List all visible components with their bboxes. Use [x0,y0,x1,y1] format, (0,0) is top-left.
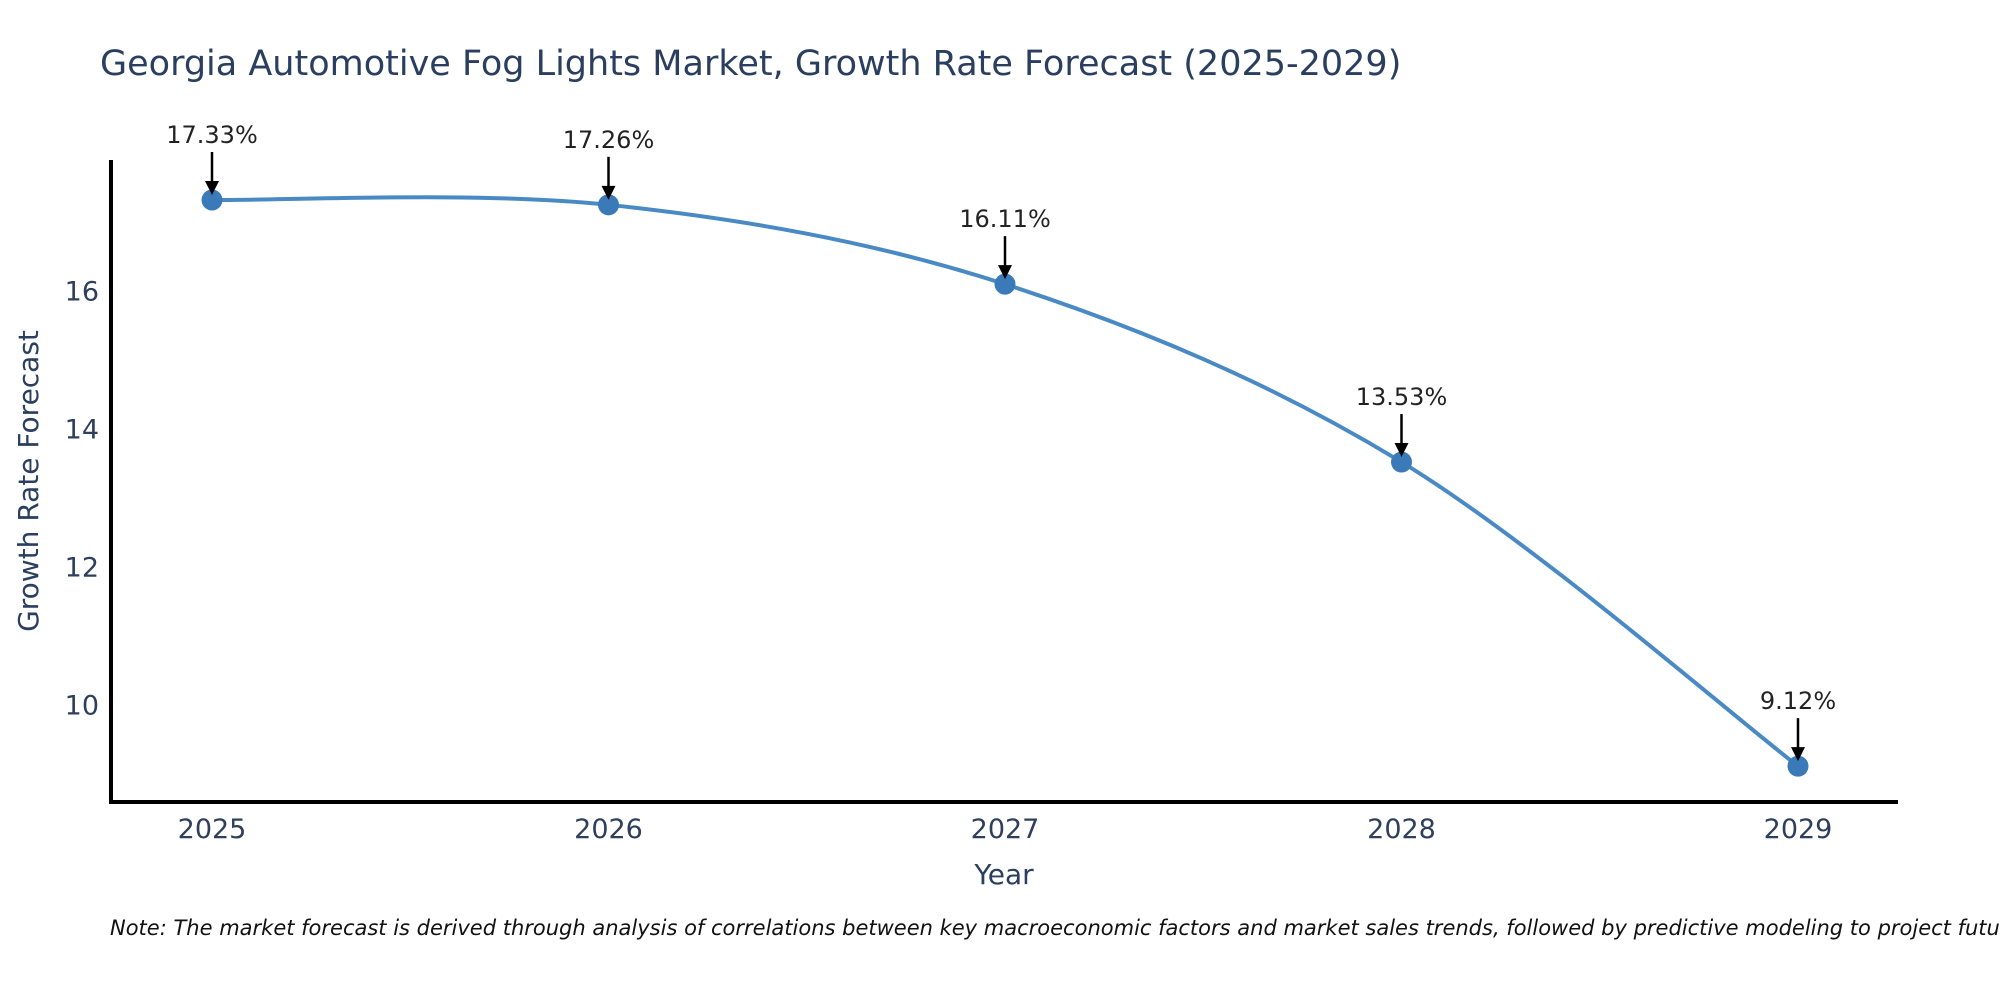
data-point-2029[interactable] [1787,755,1809,777]
data-point-2027[interactable] [994,273,1016,295]
data-point-label: 9.12% [1760,687,1836,715]
data-point-label: 16.11% [959,205,1051,233]
y-tick-label: 16 [65,277,99,308]
x-tick-label: 2025 [178,814,247,845]
data-point-label: 17.26% [563,126,655,154]
footnote: Note: The market forecast is derived thr… [110,916,2000,940]
x-tick-label: 2028 [1367,814,1436,845]
x-tick-label: 2029 [1764,814,1833,845]
annotation-arrowhead-icon [998,265,1012,280]
annotation-arrowhead-icon [1791,747,1805,762]
data-point-label: 13.53% [1356,383,1448,411]
annotation-arrowhead-icon [205,180,219,195]
chart-title: Georgia Automotive Fog Lights Market, Gr… [100,44,1402,84]
annotation-arrowhead-icon [601,185,616,200]
data-point-label: 17.33% [166,121,258,149]
annotation-arrowhead-icon [1394,443,1409,458]
x-tick-label: 2027 [971,814,1040,845]
y-tick-label: 12 [65,553,99,584]
x-axis-title: Year [974,858,1034,891]
data-point-2028[interactable] [1391,451,1412,473]
data-point-2025[interactable] [201,189,223,211]
y-tick-label: 14 [65,415,99,446]
x-tick-label: 2026 [574,814,643,845]
y-tick-label: 10 [65,690,99,721]
data-point-2026[interactable] [598,194,619,216]
